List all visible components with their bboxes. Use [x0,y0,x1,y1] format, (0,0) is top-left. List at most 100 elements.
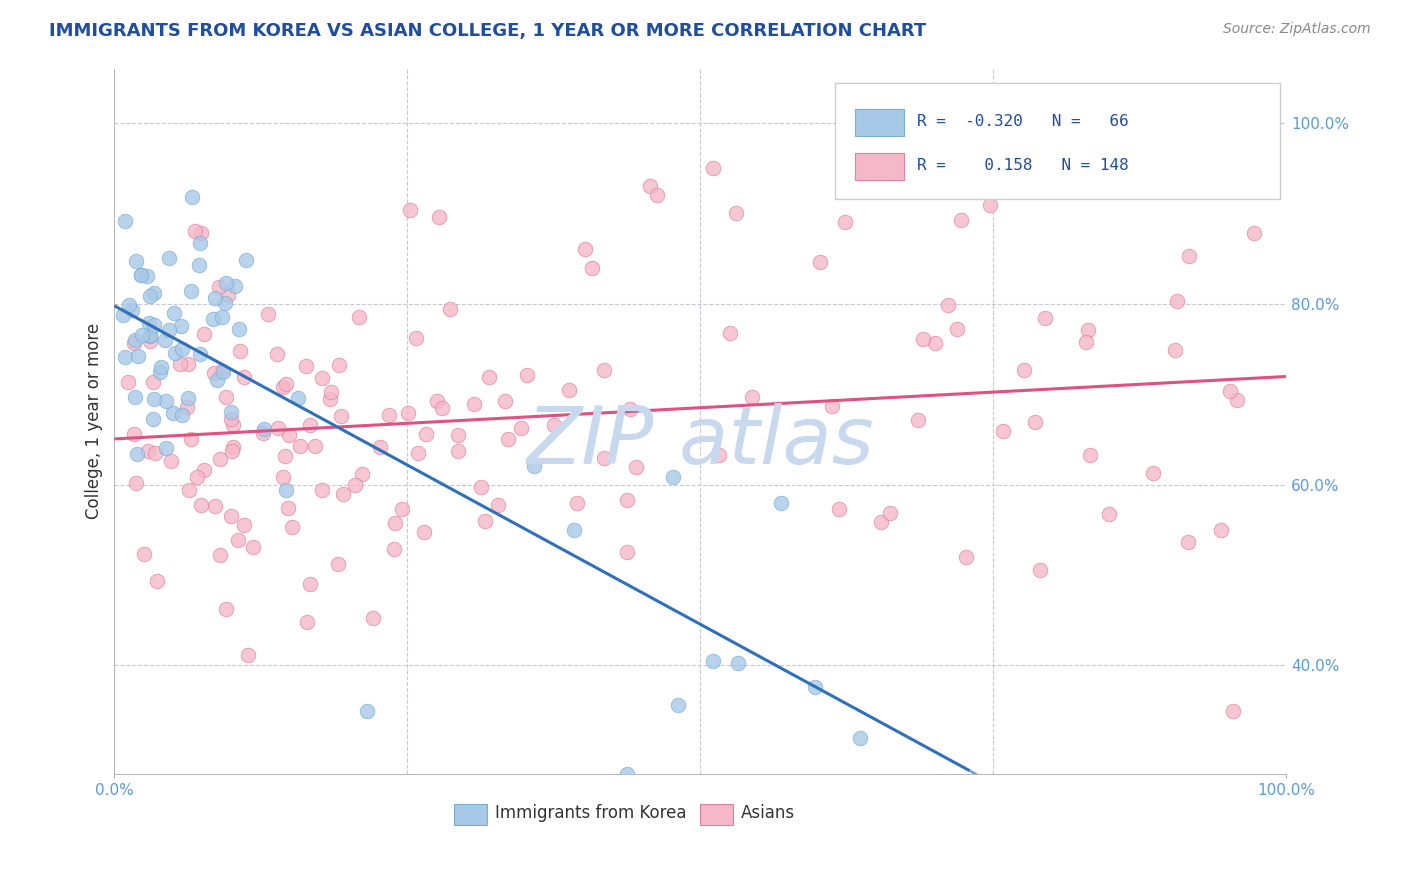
Point [1222,704,1244,718]
Point [217,287,239,301]
Point [828,502,851,516]
Point [287,391,309,405]
Point [226,533,249,547]
Point [405,331,427,345]
Point [124,390,146,404]
Point [299,418,322,433]
Point [396,406,419,420]
Point [139,329,162,343]
Point [117,375,139,389]
Point [163,306,186,320]
Point [470,480,492,494]
Point [139,289,162,303]
Point [510,421,533,435]
Point [233,369,256,384]
Point [179,483,201,497]
Point [232,517,254,532]
Point [616,493,638,508]
Point [136,269,159,284]
Point [399,203,422,218]
Point [298,576,321,591]
Point [208,452,231,467]
Point [955,549,977,564]
Point [214,296,236,310]
Point [236,648,259,662]
Point [356,704,378,718]
Point [557,383,579,397]
Point [114,214,136,228]
Point [319,392,342,406]
Point [176,400,198,414]
Point [222,440,245,454]
Point [146,574,169,588]
Point [159,453,181,467]
Point [252,422,274,436]
Point [330,409,353,423]
Point [1077,323,1099,337]
Point [180,189,202,203]
Point [153,333,176,347]
Bar [700,804,733,825]
Point [707,448,730,462]
Point [1029,563,1052,577]
Point [276,483,298,498]
Point [950,212,973,227]
Point [139,334,162,348]
Point [143,318,166,332]
Point [413,525,436,540]
Point [616,544,638,558]
Point [638,179,661,194]
Text: R =    0.158   N = 148: R = 0.158 N = 148 [917,159,1129,173]
Point [122,427,145,442]
Point [593,451,616,466]
Point [494,393,516,408]
Point [1163,343,1185,358]
Point [1219,384,1241,398]
Point [118,298,141,312]
Point [304,439,326,453]
Point [478,369,501,384]
Point [281,520,304,534]
Point [486,498,509,512]
Point [157,323,180,337]
Point [190,498,212,512]
Point [190,226,212,240]
Point [574,243,596,257]
Point [1033,311,1056,326]
Point [662,469,685,483]
Point [180,432,202,446]
Point [273,380,295,394]
Point [834,215,856,229]
Point [616,767,638,781]
Bar [855,153,904,180]
Point [142,411,165,425]
Bar [855,109,904,136]
Point [212,365,235,379]
Point [157,251,180,265]
Point [523,459,546,474]
Point [274,377,297,392]
Y-axis label: College, 1 year or more: College, 1 year or more [86,323,103,519]
Point [718,326,741,341]
Point [252,426,274,441]
Point [326,557,349,571]
Point [912,332,935,346]
Point [193,327,215,342]
Point [1074,335,1097,350]
Point [162,406,184,420]
Point [278,428,301,442]
Point [1177,535,1199,549]
Point [1078,448,1101,462]
Point [202,366,225,380]
Point [311,483,333,497]
Point [124,333,146,347]
Point [228,321,250,335]
Point [581,260,603,275]
Point [1226,392,1249,407]
Point [277,500,299,515]
Point [204,291,226,305]
Point [543,418,565,433]
Point [426,393,449,408]
Point [879,506,901,520]
Point [222,418,245,433]
